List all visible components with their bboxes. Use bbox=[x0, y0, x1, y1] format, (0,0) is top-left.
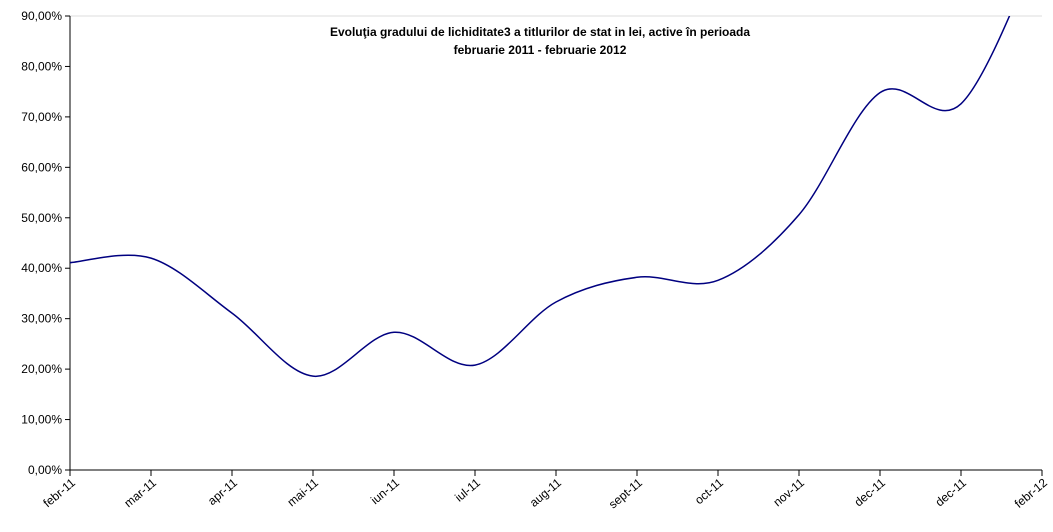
y-tick-label: 80,00% bbox=[21, 59, 62, 73]
x-tick-label: dec-11 bbox=[851, 475, 888, 509]
x-tick-label: iul-11 bbox=[452, 475, 483, 504]
x-tick-label: mai-11 bbox=[285, 475, 322, 509]
x-tick-label: oct-11 bbox=[692, 475, 726, 507]
y-tick-label: 60,00% bbox=[21, 160, 62, 174]
y-tick-label: 30,00% bbox=[21, 312, 62, 326]
x-tick-label: dec-11 bbox=[932, 475, 969, 509]
chart-title: Evoluţia gradului de lichiditate3 a titl… bbox=[330, 25, 750, 39]
y-tick-label: 10,00% bbox=[21, 413, 62, 427]
y-tick-label: 0,00% bbox=[28, 463, 62, 477]
y-tick-label: 50,00% bbox=[21, 211, 62, 225]
x-tick-label: aug-11 bbox=[527, 475, 564, 509]
line-series bbox=[70, 16, 1011, 377]
y-tick-label: 20,00% bbox=[21, 362, 62, 376]
x-tick-label: iun-11 bbox=[368, 475, 402, 507]
x-tick-label: mar-11 bbox=[121, 475, 159, 510]
y-tick-label: 90,00% bbox=[21, 9, 62, 23]
y-tick-label: 70,00% bbox=[21, 110, 62, 124]
x-tick-label: apr-11 bbox=[205, 475, 240, 508]
chart-title: februarie 2011 - februarie 2012 bbox=[454, 43, 627, 57]
x-tick-label: nov-11 bbox=[770, 475, 807, 509]
x-tick-label: sept-11 bbox=[606, 475, 645, 511]
x-tick-label: febr-11 bbox=[40, 475, 78, 510]
y-tick-label: 40,00% bbox=[21, 261, 62, 275]
x-tick-label: febr-12 bbox=[1012, 475, 1050, 510]
